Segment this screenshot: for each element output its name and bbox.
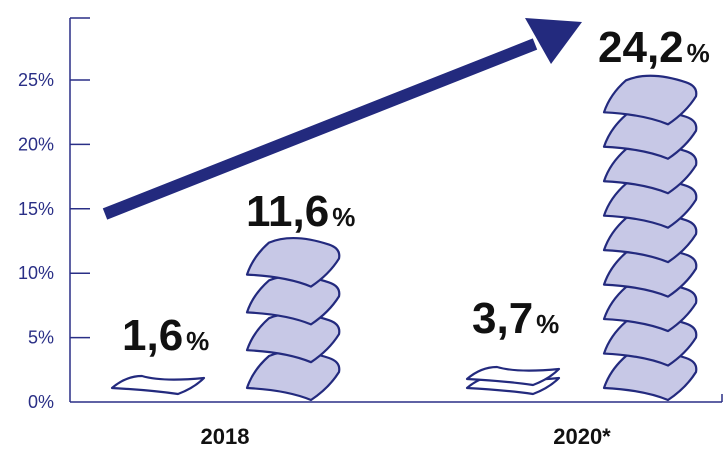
trend-arrow-shaft (102, 38, 538, 220)
pile-layer (245, 312, 341, 364)
y-tick-label: 15% (18, 199, 54, 219)
pile-layer (245, 350, 341, 402)
value-label-percent: % (186, 326, 209, 356)
pile-layer (602, 109, 698, 160)
value-label-number: 11,6 (246, 187, 329, 236)
pile-layer (602, 315, 698, 367)
y-tick-label: 0% (28, 392, 54, 412)
pile-layer (602, 281, 698, 333)
trend-arrow (102, 18, 582, 220)
bar-1-1 (602, 74, 698, 402)
value-label-number: 1,6 (122, 311, 183, 360)
x-category-label: 2020* (553, 424, 611, 449)
y-tick-label: 25% (18, 70, 54, 90)
pile-layer (245, 236, 341, 288)
value-label: 11,6% (246, 187, 355, 236)
pile-layer (602, 212, 698, 264)
value-label: 1,6% (122, 311, 209, 360)
value-label: 24,2% (598, 23, 710, 72)
pile-layer (245, 274, 341, 326)
y-tick-label: 20% (18, 134, 54, 154)
value-label-percent: % (536, 309, 559, 339)
value-label-percent: % (332, 202, 355, 232)
bar-1-0 (465, 365, 561, 396)
trend-arrow-head (525, 18, 582, 64)
pile-layer (602, 247, 698, 298)
pile-layer (602, 143, 698, 195)
y-tick-label: 10% (18, 263, 54, 283)
pile-layer (602, 74, 698, 126)
y-axis-ticks: 0% 5% 10% 15% 20% 25% (18, 70, 90, 412)
pile-layer (602, 178, 698, 229)
bar-0-1 (245, 236, 341, 402)
value-label-percent: % (687, 38, 710, 68)
pile-layer (110, 374, 206, 396)
pile-layer (602, 350, 698, 402)
value-label-number: 3,7 (472, 294, 533, 343)
pile-layer (465, 365, 561, 387)
value-label-number: 24,2 (598, 23, 684, 72)
value-labels: 1,6 %11,6 %3,7 %24,2% (122, 23, 710, 360)
x-axis-labels: 2018 2020* (201, 424, 612, 449)
bars (110, 74, 698, 402)
bar-0-0 (110, 374, 206, 396)
x-category-label: 2018 (201, 424, 250, 449)
value-label: 3,7% (472, 294, 559, 343)
y-tick-label: 5% (28, 328, 54, 348)
